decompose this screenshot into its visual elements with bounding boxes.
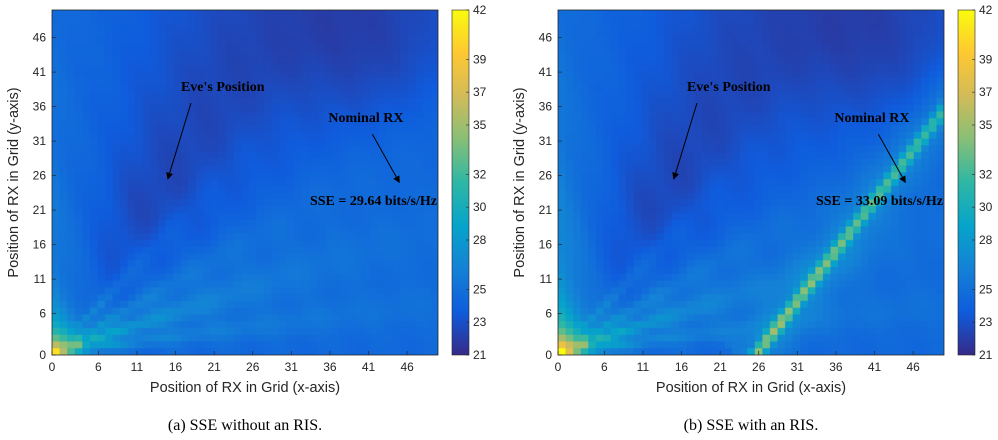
x-tick-label: 31 bbox=[791, 360, 805, 374]
colorbar-ticks-a: 21 23 25 28 30 32 35 37 39 42 bbox=[466, 3, 487, 362]
y-tick-label: 0 bbox=[545, 348, 552, 362]
y-axis-label-a: Position of RX in Grid (y-axis) bbox=[6, 87, 22, 277]
x-tick-label: 26 bbox=[246, 360, 260, 374]
x-ticks-a: 0 6 11 16 21 26 31 36 41 46 bbox=[49, 351, 414, 374]
colorbar-tick-label: 35 bbox=[473, 118, 487, 132]
y-tick-label: 21 bbox=[33, 203, 47, 217]
x-tick-label: 36 bbox=[323, 360, 337, 374]
colorbar-tick-label: 30 bbox=[473, 200, 487, 214]
y-tick-label: 6 bbox=[39, 307, 46, 321]
x-tick-label: 16 bbox=[169, 360, 183, 374]
y-tick-label: 16 bbox=[33, 238, 47, 252]
y-tick-label: 36 bbox=[33, 100, 47, 114]
y-tick-label: 31 bbox=[539, 134, 553, 148]
caption-a: (a) SSE without an RIS. bbox=[168, 417, 322, 434]
plot-frame-a bbox=[51, 9, 439, 356]
x-tick-label: 0 bbox=[555, 360, 562, 374]
x-tick-label: 41 bbox=[362, 360, 376, 374]
y-tick-label: 26 bbox=[539, 169, 553, 183]
panel-a: 0 6 11 16 21 26 31 36 41 46 0 6 11 16 21 26 31 36 41 46 Po… bbox=[6, 3, 487, 434]
x-tick-label: 0 bbox=[49, 360, 56, 374]
x-axis-label-a: Position of RX in Grid (x-axis) bbox=[150, 380, 340, 396]
plot-frame-b bbox=[557, 9, 945, 356]
colorbar-tick-label: 23 bbox=[979, 315, 993, 329]
annotation-eve-position-b: Eve's Position bbox=[687, 80, 771, 95]
colorbar-tick-label: 39 bbox=[473, 52, 487, 66]
colorbar-tick-label: 25 bbox=[979, 282, 993, 296]
x-ticks-b: 0 6 11 16 21 26 31 36 41 46 bbox=[555, 351, 920, 374]
annotation-eve-position-a: Eve's Position bbox=[181, 80, 265, 95]
y-tick-label: 26 bbox=[33, 169, 47, 183]
x-tick-label: 46 bbox=[906, 360, 920, 374]
colorbar-tick-label: 25 bbox=[473, 282, 487, 296]
x-tick-label: 41 bbox=[868, 360, 882, 374]
panel-b: 0 6 11 16 21 26 31 36 41 46 0 6 11 16 21 26 31 36 41 46 Po… bbox=[512, 3, 993, 434]
x-axis-label-b: Position of RX in Grid (x-axis) bbox=[656, 380, 846, 396]
x-tick-label: 6 bbox=[601, 360, 608, 374]
colorbar-tick-label: 42 bbox=[979, 3, 993, 17]
heatmap-a bbox=[52, 10, 438, 355]
arrow-eve-a bbox=[166, 103, 192, 180]
x-tick-label: 36 bbox=[829, 360, 843, 374]
y-tick-label: 21 bbox=[539, 203, 553, 217]
colorbar-tick-label: 32 bbox=[473, 167, 487, 181]
colorbar-ticks-b: 21 23 25 28 30 32 35 37 39 42 bbox=[972, 3, 993, 362]
colorbar-b bbox=[957, 9, 976, 356]
x-tick-label: 11 bbox=[131, 360, 144, 374]
y-axis-label-b: Position of RX in Grid (y-axis) bbox=[512, 87, 528, 277]
colorbar-tick-label: 23 bbox=[473, 315, 487, 329]
y-tick-label: 31 bbox=[33, 134, 47, 148]
arrow-nominal-rx-b bbox=[877, 133, 906, 184]
colorbar-tick-label: 30 bbox=[979, 200, 993, 214]
x-tick-label: 6 bbox=[95, 360, 102, 374]
y-ticks-a: 0 6 11 16 21 26 31 36 41 46 bbox=[33, 31, 56, 362]
x-tick-label: 11 bbox=[637, 360, 650, 374]
y-tick-label: 46 bbox=[539, 31, 553, 45]
y-tick-label: 6 bbox=[545, 307, 552, 321]
y-tick-label: 16 bbox=[539, 238, 553, 252]
annotation-sse-a: SSE = 29.64 bits/s/Hz bbox=[310, 194, 437, 209]
colorbar-tick-label: 37 bbox=[979, 85, 993, 99]
colorbar-tick-label: 28 bbox=[979, 233, 993, 247]
arrow-eve-b bbox=[672, 103, 698, 180]
colorbar-tick-label: 39 bbox=[979, 52, 993, 66]
x-tick-label: 46 bbox=[400, 360, 414, 374]
colorbar-tick-label: 35 bbox=[979, 118, 993, 132]
x-tick-label: 26 bbox=[752, 360, 766, 374]
heatmap-b bbox=[558, 10, 944, 355]
y-tick-label: 41 bbox=[33, 65, 47, 79]
colorbar-tick-label: 42 bbox=[473, 3, 487, 17]
x-tick-label: 16 bbox=[675, 360, 689, 374]
colorbar-tick-label: 21 bbox=[979, 348, 993, 362]
arrow-nominal-rx-a bbox=[371, 133, 400, 184]
y-tick-label: 36 bbox=[539, 100, 553, 114]
x-tick-label: 21 bbox=[713, 360, 727, 374]
colorbar-tick-label: 21 bbox=[473, 348, 487, 362]
colorbar-tick-label: 37 bbox=[473, 85, 487, 99]
colorbar-a bbox=[451, 9, 470, 356]
x-tick-label: 31 bbox=[285, 360, 299, 374]
y-tick-label: 0 bbox=[39, 348, 46, 362]
y-tick-label: 11 bbox=[34, 272, 47, 286]
annotation-nominal-rx-a: Nominal RX bbox=[328, 111, 403, 126]
x-tick-label: 21 bbox=[207, 360, 221, 374]
annotation-nominal-rx-b: Nominal RX bbox=[834, 111, 909, 126]
y-tick-label: 46 bbox=[33, 31, 47, 45]
annotation-sse-b: SSE = 33.09 bits/s/Hz bbox=[816, 194, 943, 209]
colorbar-tick-label: 32 bbox=[979, 167, 993, 181]
y-ticks-b: 0 6 11 16 21 26 31 36 41 46 bbox=[539, 31, 562, 362]
y-tick-label: 41 bbox=[539, 65, 553, 79]
colorbar-tick-label: 28 bbox=[473, 233, 487, 247]
y-tick-label: 11 bbox=[540, 272, 553, 286]
caption-b: (b) SSE with an RIS. bbox=[684, 417, 819, 434]
